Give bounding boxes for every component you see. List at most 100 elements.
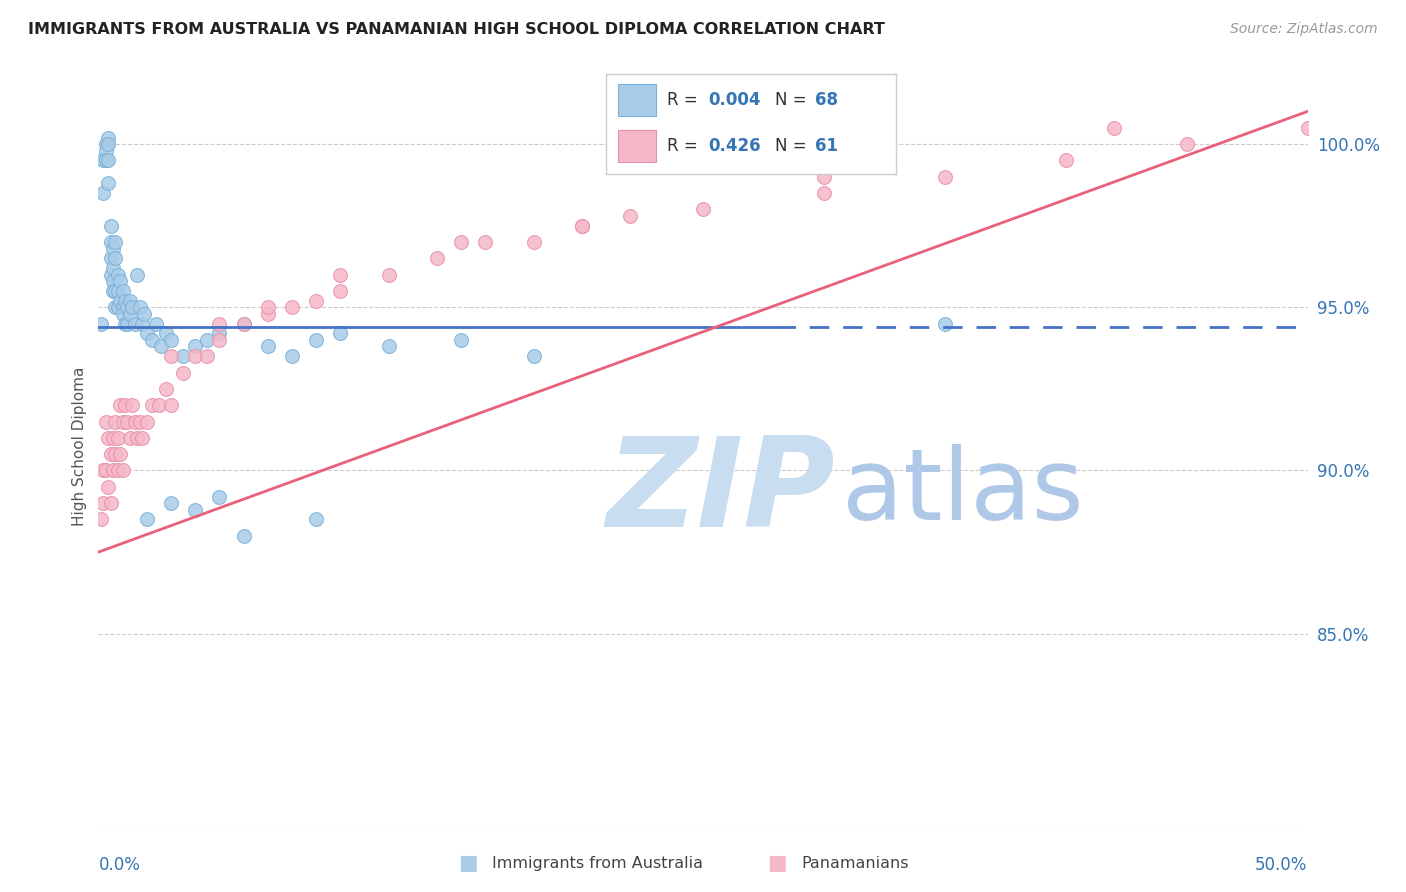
Point xyxy=(121,300,143,314)
Text: atlas: atlas xyxy=(842,443,1084,541)
Point xyxy=(127,268,149,282)
Point xyxy=(124,317,146,331)
Point xyxy=(208,490,231,504)
Point xyxy=(128,415,150,429)
Point xyxy=(131,317,153,331)
Point xyxy=(208,333,231,347)
Point xyxy=(101,463,124,477)
Point xyxy=(107,284,129,298)
Point xyxy=(114,293,136,308)
Point xyxy=(155,382,177,396)
Point xyxy=(256,339,278,353)
Point xyxy=(523,235,546,249)
Point xyxy=(97,130,120,145)
Point xyxy=(117,317,139,331)
Point xyxy=(692,202,714,217)
Text: ■: ■ xyxy=(458,854,478,873)
Point xyxy=(172,349,194,363)
Point xyxy=(90,512,112,526)
Point xyxy=(97,153,120,168)
Point xyxy=(619,209,641,223)
Point xyxy=(148,398,170,412)
Point xyxy=(111,300,134,314)
Text: 0.0%: 0.0% xyxy=(98,855,141,873)
Point xyxy=(94,144,117,158)
Point xyxy=(377,268,399,282)
Point xyxy=(160,333,183,347)
Point xyxy=(107,463,129,477)
Point xyxy=(100,268,122,282)
Point xyxy=(131,431,153,445)
Point xyxy=(100,235,122,249)
Text: IMMIGRANTS FROM AUSTRALIA VS PANAMANIAN HIGH SCHOOL DIPLOMA CORRELATION CHART: IMMIGRANTS FROM AUSTRALIA VS PANAMANIAN … xyxy=(28,22,884,37)
Point xyxy=(124,415,146,429)
Point xyxy=(305,333,328,347)
Point xyxy=(256,307,278,321)
Point xyxy=(813,169,835,184)
Point xyxy=(118,431,141,445)
Point xyxy=(101,431,124,445)
Point xyxy=(184,502,207,516)
Point xyxy=(135,415,157,429)
Point xyxy=(101,274,124,288)
Point xyxy=(208,326,231,341)
Point xyxy=(1054,153,1077,168)
Point xyxy=(329,326,352,341)
Point xyxy=(94,136,117,151)
Point xyxy=(108,293,131,308)
Point xyxy=(134,307,156,321)
Point xyxy=(135,326,157,341)
Point xyxy=(94,153,117,168)
Point xyxy=(571,219,593,233)
Point xyxy=(934,169,956,184)
Text: 50.0%: 50.0% xyxy=(1256,855,1308,873)
Text: Source: ZipAtlas.com: Source: ZipAtlas.com xyxy=(1230,22,1378,37)
Point xyxy=(141,333,163,347)
Point xyxy=(281,300,304,314)
Point xyxy=(91,463,114,477)
Point xyxy=(108,447,131,461)
Point xyxy=(104,252,127,266)
Point xyxy=(94,463,117,477)
Point xyxy=(450,235,472,249)
Point xyxy=(117,300,139,314)
Point xyxy=(232,317,254,331)
Point xyxy=(121,398,143,412)
Point xyxy=(100,252,122,266)
Point xyxy=(111,415,134,429)
Point xyxy=(135,512,157,526)
Point xyxy=(118,307,141,321)
Point xyxy=(118,293,141,308)
Point xyxy=(256,300,278,314)
Point xyxy=(934,317,956,331)
Point xyxy=(184,339,207,353)
Point xyxy=(97,136,120,151)
Point xyxy=(111,307,134,321)
Point xyxy=(91,496,114,510)
Point xyxy=(474,235,496,249)
Point xyxy=(523,349,546,363)
Point xyxy=(104,300,127,314)
Point xyxy=(101,284,124,298)
Point xyxy=(232,529,254,543)
Point xyxy=(127,431,149,445)
Point xyxy=(97,480,120,494)
Point xyxy=(90,317,112,331)
Point xyxy=(145,317,167,331)
Point xyxy=(111,284,134,298)
Point xyxy=(160,349,183,363)
Point xyxy=(107,431,129,445)
Point xyxy=(813,186,835,200)
Point xyxy=(117,415,139,429)
Point xyxy=(97,431,120,445)
Text: ZIP: ZIP xyxy=(606,432,835,552)
Point xyxy=(150,339,173,353)
Point xyxy=(141,398,163,412)
Point xyxy=(1102,120,1125,135)
Point xyxy=(108,398,131,412)
Point xyxy=(571,219,593,233)
Point xyxy=(104,235,127,249)
Point xyxy=(450,333,472,347)
Text: ■: ■ xyxy=(768,854,787,873)
Point xyxy=(160,398,183,412)
